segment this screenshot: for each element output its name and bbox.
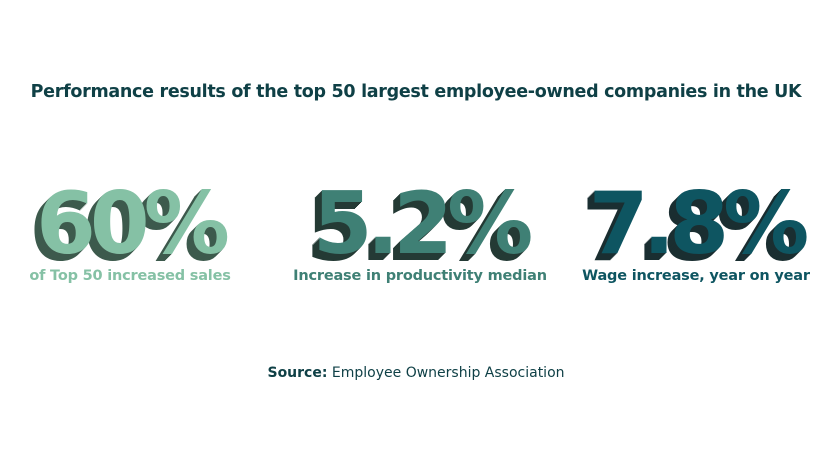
source-label: Source:: [267, 365, 328, 381]
stat-value: 60%: [36, 174, 230, 274]
source-text: Employee Ownership Association: [327, 365, 565, 381]
page-title: Performance results of the top 50 larges…: [30, 82, 802, 102]
stat-label: of Top 50 increased sales: [29, 268, 231, 284]
stat-productivity: 5.2% Increase in productivity median: [292, 178, 548, 284]
stat-wage: 7.8% Wage increase, year on year: [580, 178, 812, 284]
stat-label: Increase in productivity median: [293, 268, 547, 284]
stat-sales: 60% of Top 50 increased sales: [20, 178, 240, 284]
stat-value: 7.8%: [588, 174, 810, 274]
stat-label: Wage increase, year on year: [582, 268, 810, 284]
stat-value: 5.2%: [312, 174, 534, 274]
source-note: Source: Employee Ownership Association: [0, 365, 832, 381]
